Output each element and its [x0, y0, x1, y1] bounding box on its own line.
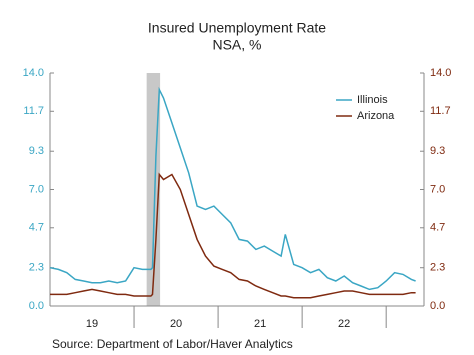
x-tick-label: 21	[254, 318, 266, 330]
series-line	[49, 86, 416, 291]
y-tick-label: 11.7	[23, 105, 44, 117]
chart-subtitle: NSA, %	[212, 37, 261, 53]
chart-title: Insured Unemployment Rate	[148, 20, 326, 36]
x-tick-label: 19	[86, 318, 98, 330]
y2-tick-label: 9.3	[430, 145, 445, 157]
y2-tick-label: 2.3	[430, 262, 445, 274]
series-line	[50, 172, 416, 299]
x-tick-label: 22	[338, 318, 350, 330]
source: Source: Department of Labor/Haver Analyt…	[52, 337, 293, 351]
x-tick-label: 20	[170, 318, 182, 330]
y-tick-label: 0.0	[29, 300, 44, 312]
y2-tick-label: 14.0	[430, 67, 451, 79]
y-tick-label: 7.0	[29, 183, 44, 195]
y2-tick-label: 0.0	[430, 300, 445, 312]
y-tick-label: 14.0	[23, 67, 44, 79]
y2-tick-label: 11.7	[430, 105, 451, 117]
y-tick-label: 9.3	[29, 145, 44, 157]
y-tick-label: 2.3	[29, 262, 44, 274]
y-tick-label: 4.7	[29, 222, 44, 234]
y2-tick-label: 7.0	[430, 183, 445, 195]
legend-label: Illinois	[357, 94, 388, 106]
legend-label: Arizona	[357, 110, 395, 122]
y2-tick-label: 4.7	[430, 222, 445, 234]
